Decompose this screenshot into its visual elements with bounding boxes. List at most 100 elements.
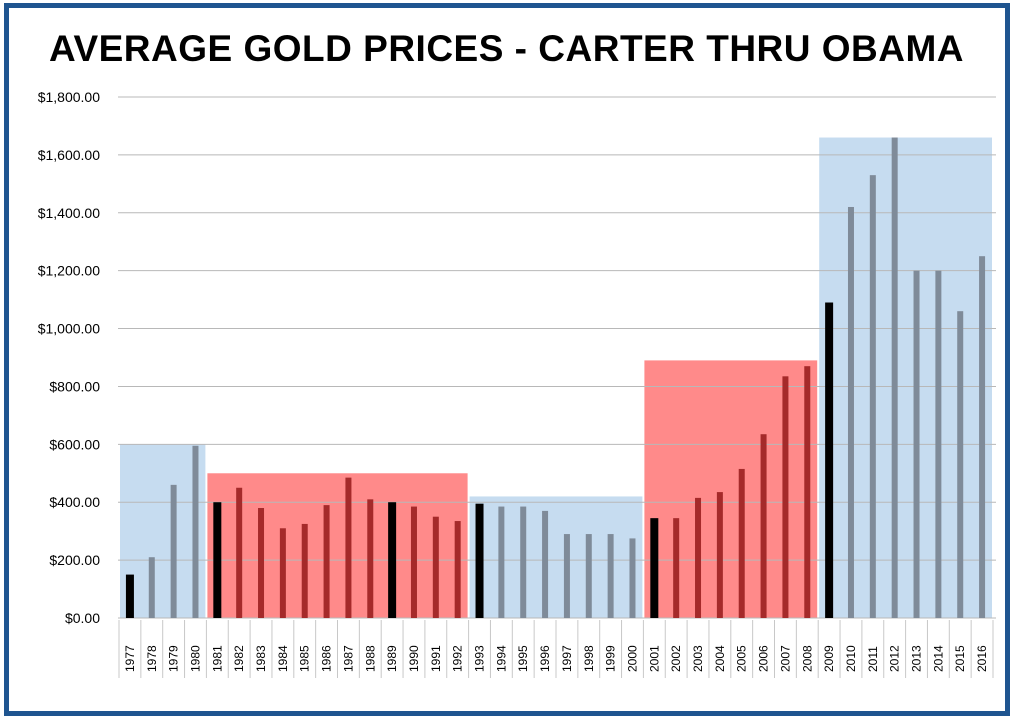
- bar-2015: [957, 311, 964, 618]
- bar-2002: [673, 518, 680, 618]
- bar-2007: [782, 376, 789, 618]
- x-tick-label: 1991: [429, 645, 443, 672]
- x-tick-label: 2000: [625, 645, 639, 672]
- y-tick-label: $1,000.00: [38, 321, 100, 337]
- x-tick-label: 1989: [385, 645, 399, 672]
- bar-1982: [236, 487, 243, 618]
- x-tick-label: 1983: [254, 645, 268, 672]
- x-tick-label: 2010: [844, 645, 858, 672]
- x-tick-label: 1985: [298, 645, 312, 672]
- bar-1987: [345, 477, 352, 618]
- x-tick-label: 2014: [931, 645, 945, 672]
- bar-1996: [542, 510, 549, 618]
- x-tick-label: 2016: [975, 645, 989, 672]
- bar-2012: [891, 137, 898, 618]
- bar-1993: [475, 503, 484, 618]
- y-tick-label: $1,800.00: [38, 89, 100, 105]
- x-tick-label: 2015: [953, 645, 967, 672]
- bar-1978: [148, 557, 155, 618]
- x-tick-label: 2007: [778, 645, 792, 672]
- era-band-1977-1980: [120, 444, 206, 618]
- bar-1979: [170, 484, 177, 618]
- x-tick-label: 2001: [647, 645, 661, 672]
- bar-1989: [388, 502, 397, 618]
- bar-2014: [935, 270, 942, 618]
- x-tick-label: 1986: [320, 645, 334, 672]
- bar-1990: [410, 506, 417, 618]
- x-tick-label: 1988: [363, 645, 377, 672]
- bar-1992: [454, 521, 461, 618]
- x-tick-label: 1979: [167, 645, 181, 672]
- era-band-2009-2016: [819, 137, 992, 618]
- x-tick-label: 1994: [494, 645, 508, 672]
- bar-2010: [847, 206, 854, 618]
- bar-2016: [979, 256, 986, 618]
- x-tick-label: 1982: [232, 645, 246, 672]
- x-tick-label: 2005: [735, 645, 749, 672]
- bars: [125, 137, 986, 618]
- x-tick-label: 1977: [123, 645, 137, 672]
- x-tick-label: 2006: [757, 645, 771, 672]
- x-tick-label: 2011: [866, 646, 880, 672]
- x-tick-label: 2012: [888, 645, 902, 672]
- x-tick-label: 1996: [538, 645, 552, 672]
- bar-2011: [869, 175, 876, 618]
- bar-2005: [738, 468, 745, 618]
- x-tick-label: 2003: [691, 645, 705, 672]
- era-band-1981-1992: [207, 473, 468, 618]
- x-tick-label: 1992: [451, 645, 465, 672]
- y-tick-label: $1,600.00: [38, 147, 100, 163]
- bar-2008: [804, 366, 811, 618]
- bar-2009: [825, 302, 834, 618]
- x-tick-label: 2009: [822, 645, 836, 672]
- bar-1997: [563, 534, 570, 618]
- x-tick-label: 2004: [713, 645, 727, 672]
- era-band-1993-2000: [469, 496, 643, 618]
- x-tick-label: 1987: [341, 645, 355, 672]
- bar-1977: [125, 574, 134, 618]
- y-tick-label: $400.00: [49, 494, 100, 510]
- x-tick-label: 1997: [560, 645, 574, 672]
- bar-2000: [629, 538, 636, 618]
- x-tick-label: 1984: [276, 645, 290, 672]
- bar-1988: [367, 499, 374, 618]
- bar-1985: [301, 523, 308, 618]
- x-tick-label: 1998: [582, 645, 596, 672]
- y-tick-label: $600.00: [49, 436, 100, 452]
- y-tick-label: $1,200.00: [38, 263, 100, 279]
- bar-2003: [695, 497, 702, 618]
- x-tick-label: 2013: [910, 645, 924, 672]
- x-tick-label: 1990: [407, 645, 421, 672]
- y-tick-label: $800.00: [49, 378, 100, 394]
- chart-title: AVERAGE GOLD PRICES - CARTER THRU OBAMA: [48, 28, 965, 69]
- bar-2006: [760, 434, 767, 618]
- bar-1995: [520, 506, 527, 618]
- bar-1984: [279, 528, 286, 618]
- era-band-2001-2008: [644, 360, 818, 618]
- bar-1999: [607, 534, 614, 618]
- x-tick-label: 1981: [210, 645, 224, 672]
- bar-1998: [585, 534, 592, 618]
- bar-1994: [498, 506, 505, 618]
- y-tick-label: $200.00: [49, 552, 100, 568]
- y-tick-label: $0.00: [65, 610, 100, 626]
- x-tick-label: 1999: [604, 645, 618, 672]
- x-tick-label: 2002: [669, 645, 683, 672]
- x-tick-label: 1978: [145, 645, 159, 672]
- bar-1991: [432, 516, 439, 618]
- bar-1983: [258, 508, 265, 618]
- y-axis-ticks: $0.00 $200.00 $400.00 $600.00 $800.00 $1,000.…: [38, 89, 101, 626]
- bar-2004: [716, 492, 723, 618]
- x-tick-label: 1980: [188, 645, 202, 672]
- bar-2001: [650, 518, 659, 618]
- bar-1980: [192, 445, 199, 618]
- x-axis-ticks: 1977 1978 1979 1980 1981 1982 1983 1984 1985 1986…: [118, 620, 994, 678]
- bar-1981: [213, 502, 222, 618]
- x-tick-label: 1995: [516, 645, 530, 672]
- x-tick-label: 1993: [473, 645, 487, 672]
- x-tick-label: 2008: [800, 645, 814, 672]
- bar-1986: [323, 505, 330, 618]
- bar-2013: [913, 270, 920, 618]
- era-highlights: [120, 137, 992, 618]
